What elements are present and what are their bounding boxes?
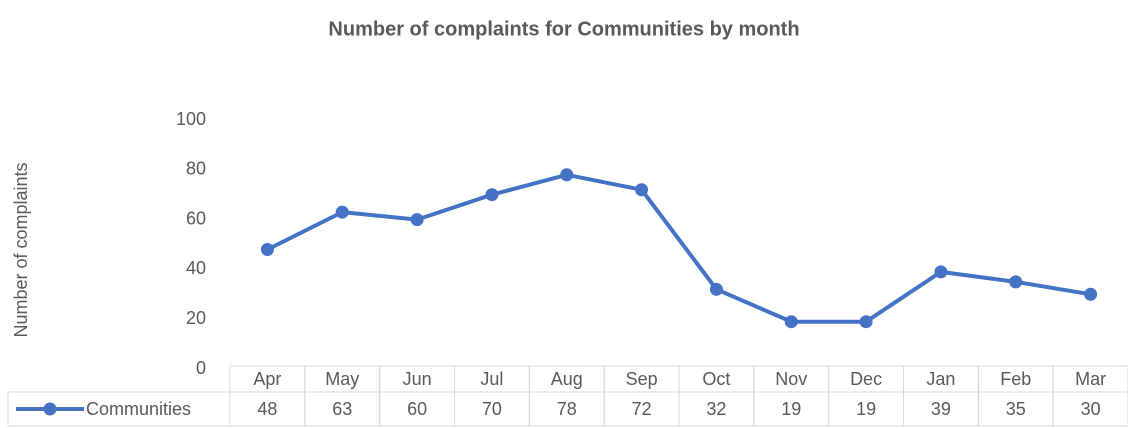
x-tick-label: Aug xyxy=(551,369,583,389)
table-value: 35 xyxy=(1006,399,1026,419)
table-value: 70 xyxy=(482,399,502,419)
x-tick-label: Apr xyxy=(253,369,281,389)
data-point xyxy=(859,315,873,329)
y-tick-label: 40 xyxy=(186,258,206,278)
x-tick-label: May xyxy=(325,369,359,389)
x-tick-label: Jan xyxy=(926,369,955,389)
table-value: 60 xyxy=(407,399,427,419)
legend-swatch-marker xyxy=(43,402,57,416)
table-value: 39 xyxy=(931,399,951,419)
x-tick-label: Mar xyxy=(1075,369,1106,389)
table-value: 19 xyxy=(856,399,876,419)
y-tick-label: 60 xyxy=(186,208,206,228)
x-tick-label: Nov xyxy=(775,369,807,389)
chart-title: Number of complaints for Communities by … xyxy=(328,18,799,40)
data-point xyxy=(934,265,948,279)
data-point xyxy=(709,282,723,296)
table-value: 72 xyxy=(632,399,652,419)
y-tick-label: 20 xyxy=(186,308,206,328)
x-tick-label: Jul xyxy=(480,369,503,389)
table-value: 30 xyxy=(1081,399,1101,419)
y-axis-label: Number of complaints xyxy=(11,162,31,337)
x-tick-label: Dec xyxy=(850,369,882,389)
legend-label: Communities xyxy=(86,399,191,419)
table-value: 48 xyxy=(257,399,277,419)
x-tick-label: Jun xyxy=(403,369,432,389)
x-tick-label: Oct xyxy=(702,369,730,389)
data-point xyxy=(635,183,649,197)
data-point xyxy=(410,213,424,227)
data-point xyxy=(1084,287,1098,301)
data-point xyxy=(1009,275,1023,289)
table-value: 78 xyxy=(557,399,577,419)
data-point xyxy=(485,188,499,202)
y-tick-label: 100 xyxy=(176,109,206,129)
y-tick-label: 0 xyxy=(196,358,206,378)
x-tick-label: Sep xyxy=(626,369,658,389)
x-tick-label: Feb xyxy=(1000,369,1031,389)
y-tick-label: 80 xyxy=(186,159,206,179)
data-point xyxy=(560,168,574,182)
series-line xyxy=(266,172,1091,324)
data-point xyxy=(260,242,274,256)
table-value: 32 xyxy=(706,399,726,419)
table-value: 63 xyxy=(332,399,352,419)
table-value: 19 xyxy=(781,399,801,419)
data-point xyxy=(335,205,349,219)
data-point xyxy=(784,315,798,329)
